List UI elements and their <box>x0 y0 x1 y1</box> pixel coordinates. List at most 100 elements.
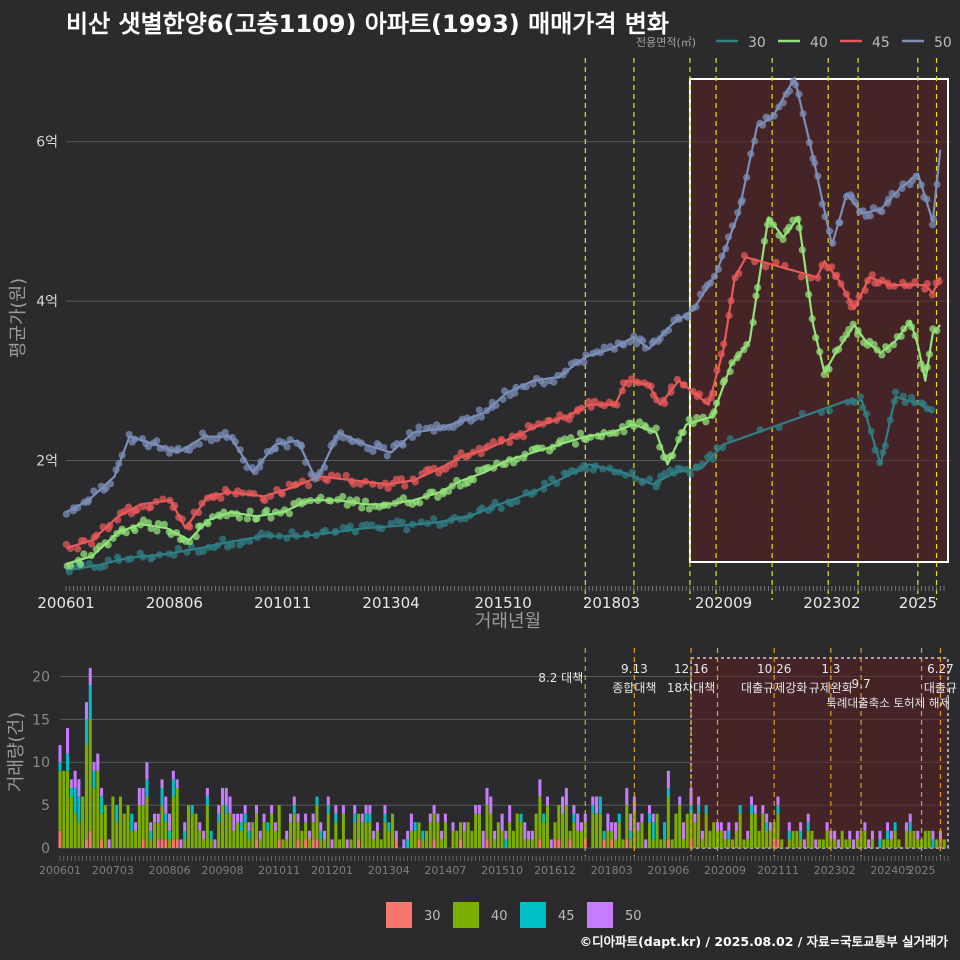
volume-bar-40 <box>341 813 345 848</box>
volume-bar-50 <box>931 830 935 840</box>
volume-bar-50 <box>916 830 920 840</box>
volume-bar-45 <box>353 813 357 823</box>
volume-bar-40 <box>417 822 421 840</box>
volume-bar-50 <box>409 813 413 831</box>
volume-bar-40 <box>523 839 527 848</box>
volume-bar-50 <box>334 805 338 814</box>
volume-bar-45 <box>84 719 88 746</box>
volume-bar-50 <box>806 813 810 823</box>
price-series-40-points <box>63 215 941 570</box>
volume-bar-40 <box>326 813 330 848</box>
volume-bar-40 <box>765 830 769 848</box>
volume-annotation-line1: 6.27 <box>927 662 954 676</box>
volume-bar-40 <box>288 822 293 848</box>
volume-bar-40 <box>307 839 311 848</box>
volume-bar-30 <box>553 839 557 848</box>
volume-bar-45 <box>663 822 667 840</box>
volume-bar-45 <box>908 822 912 831</box>
volume-bar-50 <box>693 813 697 823</box>
volume-bar-40 <box>126 805 130 848</box>
volume-bar-45 <box>73 787 77 814</box>
volume-bar-50 <box>243 805 247 814</box>
volume-bar-40 <box>409 830 413 848</box>
volume-bar-40 <box>266 830 270 848</box>
volume-bar-40 <box>693 822 697 848</box>
volume-x-tick-label: 201612 <box>534 864 576 877</box>
volume-bar-50 <box>787 822 791 831</box>
volume-bar-40 <box>768 830 772 848</box>
volume-bar-30 <box>160 839 164 848</box>
volume-bar-40 <box>224 813 228 848</box>
volume-bar-45 <box>542 813 546 823</box>
volume-bar-40 <box>194 813 198 848</box>
volume-bar-30 <box>171 839 175 848</box>
price-point <box>928 291 937 299</box>
price-point <box>363 521 371 529</box>
volume-bar-40 <box>636 830 640 848</box>
volume-bar-40 <box>708 830 712 848</box>
volume-bar-45 <box>598 796 602 814</box>
volume-bar-40 <box>738 813 742 848</box>
volume-bar-50 <box>836 839 840 848</box>
volume-bar-40 <box>746 839 750 848</box>
volume-bar-40 <box>938 839 942 848</box>
price-point <box>174 544 182 552</box>
volume-bar-45 <box>704 805 708 814</box>
volume-bar-30 <box>538 839 542 848</box>
price-y-tick-label: 2억 <box>36 453 58 469</box>
volume-bar-45 <box>183 830 187 840</box>
volume-bar-45 <box>617 813 621 823</box>
volume-annotation-line1: 9.13 <box>621 662 648 676</box>
volume-bar-40 <box>508 822 512 848</box>
volume-y-axis-label: 거래량(건) <box>6 712 27 792</box>
volume-bar-50 <box>440 830 444 840</box>
volume-bar-50 <box>402 839 406 848</box>
volume-bar-50 <box>322 830 327 840</box>
volume-bar-40 <box>685 813 689 848</box>
price-point <box>304 482 313 490</box>
volume-bar-50 <box>500 813 504 831</box>
volume-bar-40 <box>164 822 168 840</box>
volume-bar-40 <box>568 830 572 840</box>
volume-bar-40 <box>591 813 595 848</box>
volume-bar-40 <box>66 770 70 848</box>
volume-bar-40 <box>220 805 224 848</box>
price-point <box>892 388 900 396</box>
volume-bar-50 <box>545 796 549 806</box>
volume-bar-50 <box>765 813 769 823</box>
volume-bar-50 <box>213 839 217 848</box>
volume-bar-45 <box>160 787 164 806</box>
price-point <box>489 438 498 446</box>
volume-bar-40 <box>757 830 761 848</box>
volume-bar-30 <box>776 839 780 848</box>
volume-bar-40 <box>595 813 599 848</box>
volume-y-tick-label: 10 <box>32 755 50 771</box>
price-line-30 <box>65 395 934 572</box>
volume-bar-40 <box>610 830 614 840</box>
volume-bar-50 <box>285 830 289 840</box>
volume-bar-45 <box>149 830 153 840</box>
volume-bar-40 <box>202 839 206 848</box>
volume-legend-key-40 <box>453 902 479 928</box>
volume-bar-50 <box>481 830 485 848</box>
price-point <box>346 522 354 530</box>
volume-bar-45 <box>326 805 330 814</box>
volume-y-tick-label: 5 <box>41 798 50 814</box>
volume-legend-label: 50 <box>625 909 642 924</box>
volume-bar-50 <box>84 702 88 720</box>
volume-x-tick-label: 201304 <box>368 864 410 877</box>
volume-x-tick-label: 201906 <box>647 864 689 877</box>
price-point <box>820 371 828 379</box>
volume-bar-40 <box>904 830 908 848</box>
price-point <box>548 475 556 483</box>
volume-bar-50 <box>825 822 829 831</box>
volume-bar-50 <box>753 805 757 814</box>
volume-bar-45 <box>697 805 701 814</box>
volume-bar-50 <box>625 787 629 806</box>
price-point <box>907 393 916 402</box>
price-legend-label: 50 <box>934 35 952 51</box>
volume-bar-40 <box>908 830 912 848</box>
volume-bar-40 <box>697 813 701 848</box>
price-point <box>511 389 519 397</box>
